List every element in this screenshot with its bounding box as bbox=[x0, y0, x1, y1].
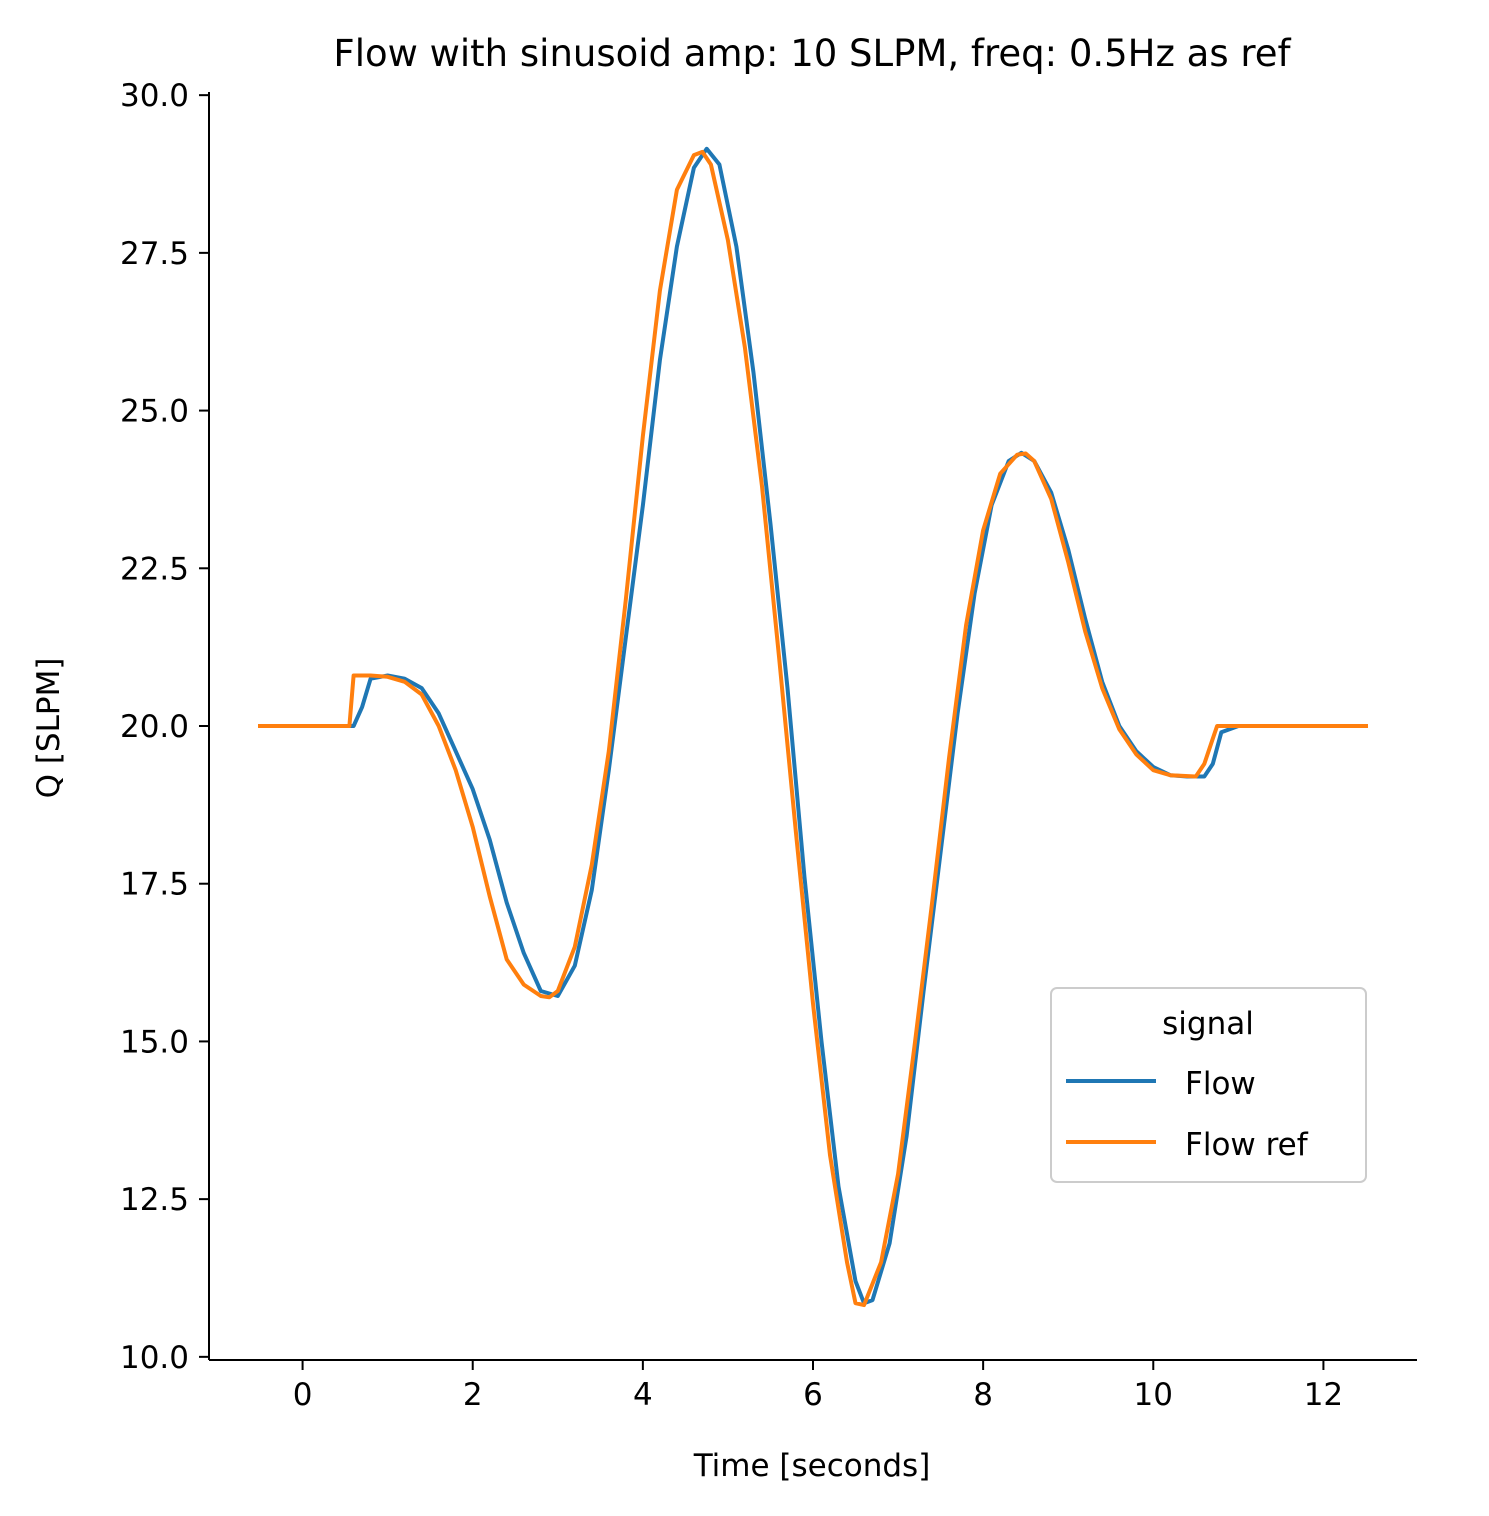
y-tick-label: 30.0 bbox=[120, 78, 189, 114]
legend: signal Flow Flow ref bbox=[1050, 987, 1367, 1183]
x-tick-label: 2 bbox=[463, 1377, 483, 1413]
x-tick-label: 0 bbox=[293, 1377, 313, 1413]
y-tick-label: 20.0 bbox=[120, 709, 189, 745]
y-ticks: 10.0 12.5 15.0 17.5 20.0 22.5 25.0 27.5 30.0 bbox=[120, 78, 209, 1376]
series-line-flow bbox=[258, 146, 1368, 1306]
x-axis-label: Time [seconds] bbox=[693, 1448, 931, 1484]
x-tick-label: 12 bbox=[1304, 1377, 1343, 1413]
y-tick-label: 15.0 bbox=[120, 1024, 189, 1060]
x-tick-label: 6 bbox=[803, 1377, 823, 1413]
y-tick-label: 27.5 bbox=[120, 236, 189, 272]
y-tick-label: 10.0 bbox=[120, 1340, 189, 1376]
legend-label-flow-ref: Flow ref bbox=[1185, 1127, 1309, 1163]
series-line-flow-ref bbox=[258, 149, 1368, 1308]
chart-title: Flow with sinusoid amp: 10 SLPM, freq: 0… bbox=[333, 32, 1291, 75]
y-tick-label: 12.5 bbox=[120, 1182, 189, 1218]
x-ticks: 0 2 4 6 8 10 12 bbox=[293, 1360, 1343, 1413]
y-tick-label: 25.0 bbox=[120, 394, 189, 430]
x-tick-label: 8 bbox=[973, 1377, 993, 1413]
y-axis-label: Q [SLPM] bbox=[31, 658, 67, 799]
legend-title: signal bbox=[1162, 1006, 1254, 1042]
x-tick-label: 4 bbox=[633, 1377, 653, 1413]
legend-label-flow: Flow bbox=[1185, 1066, 1256, 1102]
y-tick-label: 22.5 bbox=[120, 551, 189, 587]
x-tick-label: 10 bbox=[1134, 1377, 1173, 1413]
legend-box bbox=[1050, 987, 1367, 1183]
y-tick-label: 17.5 bbox=[120, 867, 189, 903]
plot-lines bbox=[258, 146, 1368, 1308]
